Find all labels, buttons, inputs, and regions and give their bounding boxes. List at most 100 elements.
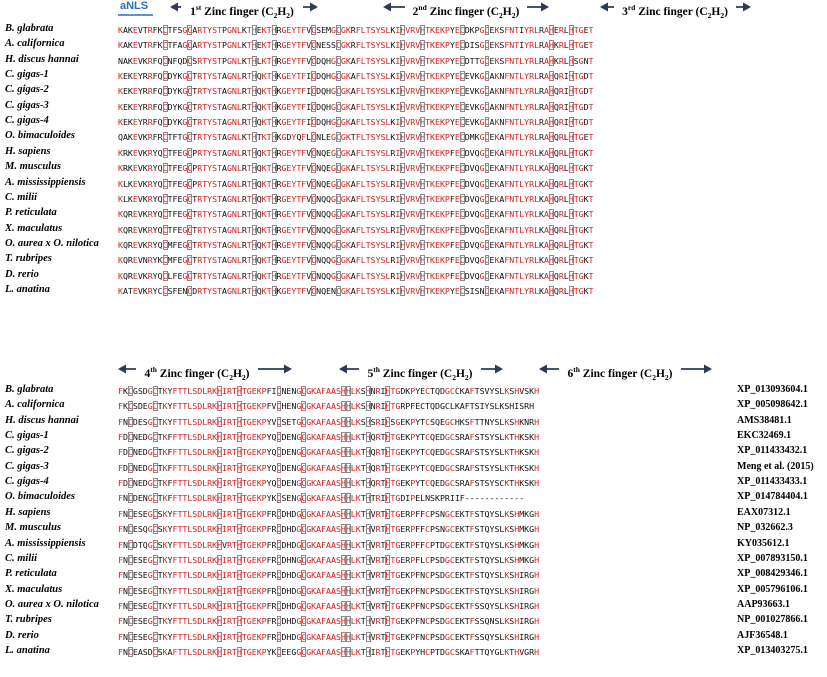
residue: R bbox=[207, 539, 213, 550]
residue: T bbox=[157, 493, 163, 504]
residue: - bbox=[509, 493, 515, 504]
residue: D bbox=[281, 478, 287, 489]
residue: P bbox=[444, 163, 450, 174]
residue: T bbox=[266, 285, 272, 296]
residue: T bbox=[380, 600, 386, 611]
residue: H bbox=[340, 646, 346, 657]
residue: S bbox=[335, 600, 341, 611]
residue: K bbox=[583, 239, 589, 250]
residue: G bbox=[147, 447, 153, 458]
residue: Y bbox=[291, 25, 297, 35]
residue: H bbox=[568, 178, 574, 189]
residue: K bbox=[390, 86, 396, 97]
residue: K bbox=[524, 554, 530, 565]
residue: N bbox=[489, 616, 495, 627]
residue: E bbox=[132, 178, 138, 189]
residue: A bbox=[543, 101, 549, 112]
residue: L bbox=[534, 132, 540, 143]
residue: G bbox=[147, 554, 153, 565]
residue: A bbox=[499, 209, 505, 220]
residue: L bbox=[385, 40, 391, 51]
residue: H bbox=[534, 631, 540, 642]
residue: P bbox=[261, 631, 267, 642]
residue: K bbox=[127, 147, 133, 158]
residue: G bbox=[330, 101, 336, 112]
residue: K bbox=[539, 255, 544, 266]
residue: T bbox=[588, 86, 594, 97]
residue: T bbox=[167, 147, 173, 158]
residue: G bbox=[479, 224, 485, 235]
sequence-row: FNCESEGCTKYFTTLSDLRKHIRTHTGEKPFRCDHDGCGK… bbox=[118, 631, 539, 643]
residue: P bbox=[444, 209, 450, 220]
residue: C bbox=[425, 539, 431, 550]
residue: H bbox=[548, 132, 554, 143]
residue: L bbox=[350, 432, 356, 443]
residue: H bbox=[568, 71, 574, 82]
residue: G bbox=[578, 147, 584, 158]
residue: T bbox=[360, 570, 366, 581]
residue: E bbox=[132, 554, 138, 565]
residue: D bbox=[132, 493, 138, 504]
residue: Y bbox=[266, 432, 272, 443]
sequence-row: KQREVNRYKCMFEGCTRTYSTAGNLRTHQKTHRGEYTFVC… bbox=[118, 254, 594, 266]
residue: D bbox=[439, 616, 445, 627]
residue: S bbox=[192, 600, 198, 611]
residue: R bbox=[207, 386, 213, 396]
residue: L bbox=[563, 209, 569, 220]
residue: R bbox=[147, 193, 153, 204]
sequence-row: KEKEYRRFQCDYKGCTRTYSTAGNLRTHQKTHKGEYTFIC… bbox=[118, 101, 594, 113]
residue: G bbox=[395, 401, 401, 412]
residue: K bbox=[212, 432, 218, 443]
residue: G bbox=[306, 432, 312, 443]
residue: L bbox=[534, 117, 540, 128]
residue: L bbox=[519, 55, 525, 66]
residue: C bbox=[311, 25, 317, 35]
residue: E bbox=[454, 600, 460, 611]
residue: P bbox=[410, 554, 416, 565]
residue: G bbox=[529, 524, 535, 535]
residue: E bbox=[435, 285, 440, 296]
residue: P bbox=[261, 570, 267, 581]
residue: F bbox=[118, 570, 123, 581]
residue: K bbox=[405, 600, 411, 611]
residue: H bbox=[271, 40, 277, 51]
residue: E bbox=[142, 585, 148, 596]
residue: R bbox=[197, 40, 203, 51]
residue: P bbox=[444, 285, 450, 296]
residue: S bbox=[212, 117, 218, 128]
residue: R bbox=[390, 255, 396, 266]
residue: E bbox=[454, 524, 460, 535]
residue: G bbox=[226, 193, 232, 204]
residue: I bbox=[395, 55, 401, 66]
residue: S bbox=[479, 631, 485, 642]
residue: Y bbox=[375, 25, 381, 35]
residue: T bbox=[246, 209, 252, 220]
residue: Q bbox=[474, 255, 480, 266]
residue: K bbox=[256, 432, 262, 443]
residue: Y bbox=[291, 270, 297, 281]
residue: K bbox=[504, 447, 510, 458]
residue: H bbox=[534, 524, 540, 535]
residue: F bbox=[301, 209, 307, 220]
residue: V bbox=[405, 163, 411, 174]
residue: T bbox=[365, 178, 371, 189]
residue: H bbox=[385, 585, 391, 596]
residue: F bbox=[266, 539, 272, 550]
residue: F bbox=[118, 600, 123, 611]
residue: K bbox=[355, 554, 361, 565]
residue: Y bbox=[375, 239, 381, 250]
residue: T bbox=[217, 285, 223, 296]
accession-label: XP_013093604.1 bbox=[737, 384, 808, 395]
residue: Y bbox=[415, 478, 421, 489]
residue: V bbox=[306, 163, 312, 174]
residue: T bbox=[241, 600, 247, 611]
residue: C bbox=[187, 209, 193, 220]
residue: T bbox=[360, 478, 366, 489]
arrowhead-icon bbox=[339, 364, 347, 374]
residue: T bbox=[231, 478, 237, 489]
residue: V bbox=[415, 178, 421, 189]
residue: K bbox=[256, 600, 262, 611]
residue: Y bbox=[449, 40, 455, 51]
species-label: X. maculatus bbox=[5, 222, 63, 234]
residue: H bbox=[385, 493, 391, 504]
